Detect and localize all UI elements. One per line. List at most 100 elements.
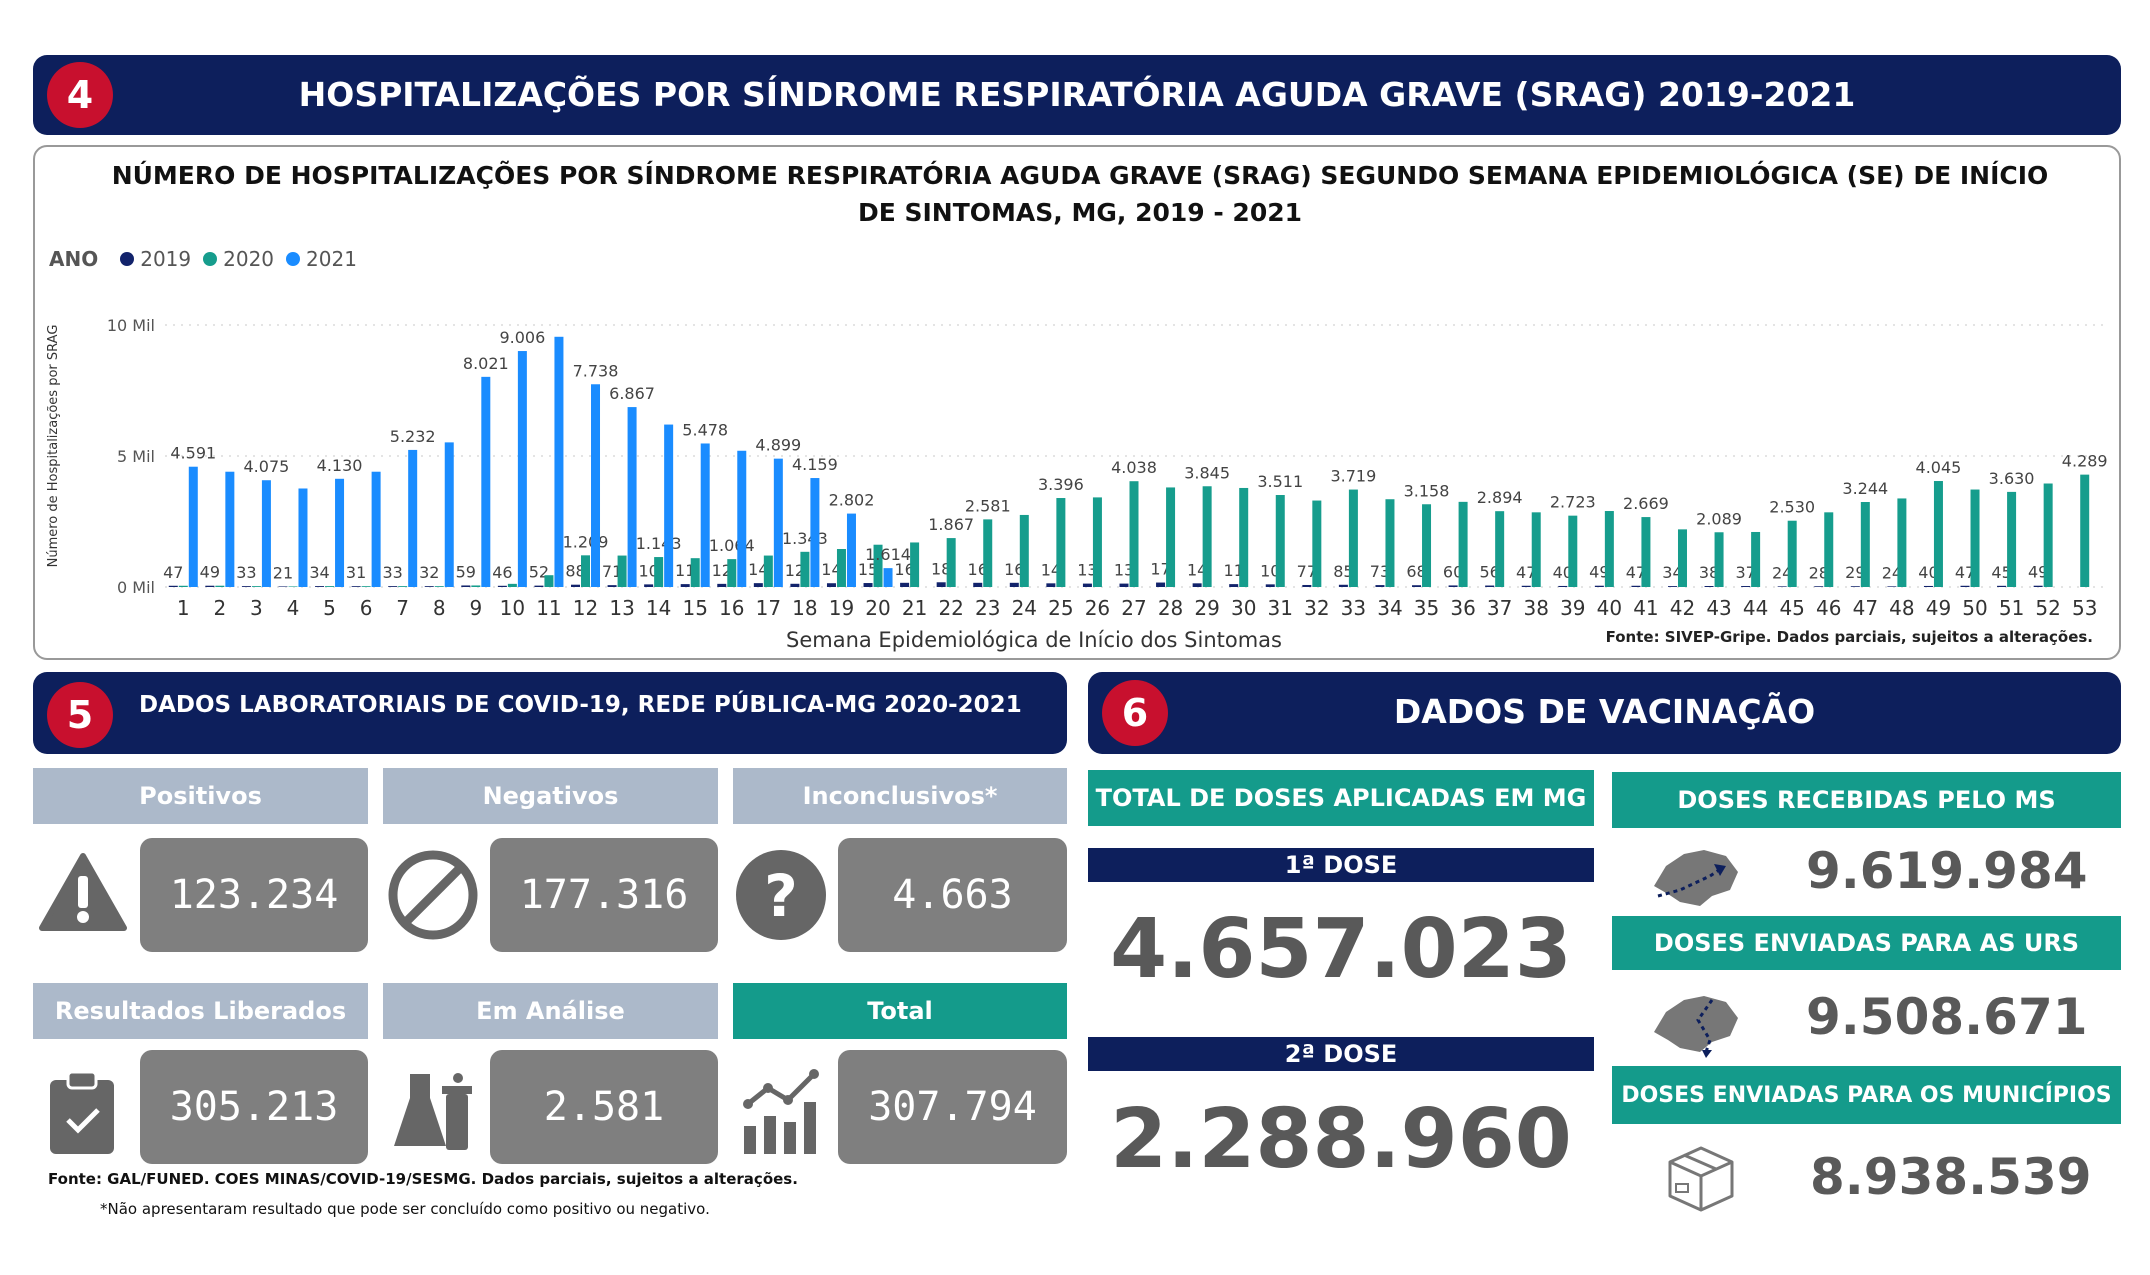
data-label-2019: 11 — [1224, 561, 1244, 580]
x-tick-label: 7 — [396, 596, 409, 620]
x-tick-label: 53 — [2072, 596, 2097, 620]
resultados-liberados-value: 305.213 — [140, 1050, 368, 1164]
bar-2020 — [1092, 497, 1102, 587]
bar-2020 — [434, 586, 444, 587]
data-label-2019: 12 — [785, 561, 805, 580]
x-axis-title: Semana Epidemiológica de Início dos Sint… — [786, 628, 1282, 652]
bar-2020 — [1677, 529, 1687, 587]
bar-2020 — [2043, 483, 2053, 587]
em-analise-value: 2.581 — [490, 1050, 718, 1164]
bar-2019 — [1741, 586, 1751, 587]
bar-2020 — [873, 544, 883, 587]
bar-2019 — [1448, 585, 1458, 587]
bar-2019 — [315, 586, 325, 587]
bar-2021 — [481, 376, 491, 587]
bar-2019 — [753, 583, 763, 587]
x-tick-label: 19 — [829, 596, 854, 620]
section-6-badge: 6 — [1102, 680, 1168, 746]
data-label-2019: 14 — [748, 560, 768, 579]
bar-2021 — [810, 478, 820, 587]
x-tick-label: 1 — [177, 596, 190, 620]
data-label-2021: 8.021 — [463, 354, 509, 373]
chart-title: NÚMERO DE HOSPITALIZAÇÕES POR SÍNDROME R… — [111, 161, 2049, 227]
bar-2020 — [1787, 520, 1797, 587]
bar-2019 — [1119, 583, 1129, 587]
data-label-2019: 40 — [1553, 563, 1573, 582]
growth-chart-icon — [743, 1069, 819, 1154]
bar-2020 — [1568, 515, 1578, 587]
lab-source: Fonte: GAL/FUNED. COES MINAS/COVID-19/SE… — [48, 1170, 798, 1188]
legend-title: ANO — [49, 247, 99, 271]
data-label-2019: 52 — [529, 563, 549, 582]
bar-2020 — [1312, 500, 1322, 587]
x-tick-label: 28 — [1158, 596, 1183, 620]
data-label-2019: 33 — [382, 563, 402, 582]
data-label-2019: 14 — [821, 560, 841, 579]
data-label-2020: 2.894 — [1477, 488, 1523, 507]
bar-2020 — [763, 555, 773, 587]
bar-2019 — [1265, 584, 1275, 587]
bar-2020 — [690, 558, 700, 587]
data-label-2021: 4.130 — [317, 456, 363, 475]
bar-2020 — [1166, 487, 1176, 587]
bar-2019 — [1558, 585, 1568, 587]
x-tick-label: 9 — [469, 596, 482, 620]
bar-2020 — [1824, 512, 1834, 587]
x-tick-label: 52 — [2035, 596, 2060, 620]
data-label-2019: 47 — [1626, 563, 1646, 582]
data-label-2020: 2.669 — [1623, 494, 1669, 513]
bar-2019 — [497, 585, 507, 587]
bar-2019 — [571, 584, 581, 587]
data-label-2019: 88 — [565, 562, 585, 581]
bar-2019 — [351, 586, 361, 587]
legend-swatch-2020 — [203, 252, 218, 266]
bar-2021 — [188, 466, 198, 587]
data-label-2019: 85 — [1333, 562, 1353, 581]
x-tick-label: 14 — [646, 596, 671, 620]
data-label-2020: 1.209 — [563, 532, 609, 551]
bar-2020 — [1897, 498, 1907, 587]
x-tick-label: 36 — [1450, 596, 1475, 620]
bar-2019 — [424, 586, 434, 587]
x-tick-label: 17 — [756, 596, 781, 620]
x-tick-label: 37 — [1487, 596, 1512, 620]
section-6-header: 6 DADOS DE VACINAÇÃO — [1088, 672, 2121, 754]
legend-swatch-2021 — [286, 252, 301, 266]
negativos-label: Negativos — [383, 768, 718, 824]
data-label-2019: 13 — [1114, 561, 1134, 580]
x-tick-label: 38 — [1523, 596, 1548, 620]
section-5-badge: 5 — [47, 682, 113, 748]
bar-2020 — [946, 538, 956, 587]
legend-label-2020: 2020 — [223, 247, 275, 271]
data-label-2019: 24 — [1882, 563, 1902, 582]
bar-2021 — [371, 471, 381, 587]
chart-source: Fonte: SIVEP-Gripe. Dados parciais, suje… — [1605, 628, 2093, 646]
bar-2019 — [205, 585, 215, 587]
bar-2020 — [1056, 498, 1066, 587]
data-label-2019: 47 — [163, 563, 183, 582]
data-label-2021: 4.075 — [244, 457, 290, 476]
x-tick-label: 35 — [1414, 596, 1439, 620]
data-label-2019: 59 — [456, 562, 476, 581]
bar-2020 — [325, 586, 335, 587]
x-tick-label: 26 — [1085, 596, 1110, 620]
data-label-2019: 47 — [1516, 563, 1536, 582]
data-label-2020: 1.867 — [928, 515, 974, 534]
total-label: Total — [733, 983, 1067, 1039]
bar-2019 — [388, 586, 398, 587]
bar-2019 — [1960, 585, 1970, 587]
data-label-2019: 34 — [1662, 563, 1682, 582]
data-label-2019: 32 — [419, 563, 439, 582]
data-label-2019: 77 — [1297, 562, 1317, 581]
bar-2021 — [444, 442, 454, 587]
bar-2020 — [983, 519, 993, 587]
bar-2020 — [617, 555, 627, 587]
data-label-2019: 31 — [346, 563, 366, 582]
data-label-2019: 16 — [968, 560, 988, 579]
x-tick-label: 21 — [902, 596, 927, 620]
x-tick-label: 50 — [1962, 596, 1987, 620]
data-label-2019: 29 — [1845, 563, 1865, 582]
x-tick-label: 39 — [1560, 596, 1585, 620]
bar-2020 — [1970, 489, 1980, 587]
data-label-2019: 68 — [1406, 562, 1426, 581]
